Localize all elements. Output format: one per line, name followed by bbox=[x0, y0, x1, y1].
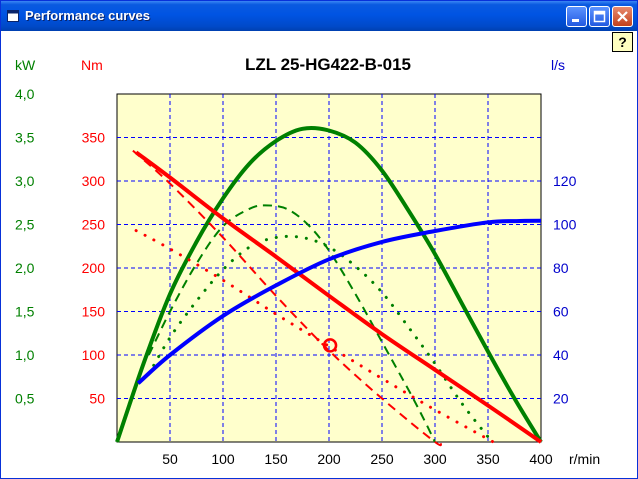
kw-tick-label: 2,0 bbox=[15, 260, 35, 276]
operating-point-marker bbox=[322, 338, 338, 353]
x-tick-label: 150 bbox=[264, 451, 288, 467]
ls-unit-label: l/s bbox=[551, 57, 565, 73]
series-ls-solid bbox=[136, 218, 542, 385]
maximize-button[interactable] bbox=[589, 6, 610, 27]
kw-unit-label: kW bbox=[15, 57, 36, 73]
x-axis-label: r/min bbox=[569, 451, 600, 467]
close-icon bbox=[617, 11, 628, 22]
kw-tick-label: 1,5 bbox=[15, 304, 35, 320]
ls-tick-label: 60 bbox=[553, 304, 569, 320]
performance-chart: LZL 25-HG422-B-015 kW Nm l/s r/min 50 100… bbox=[15, 55, 600, 467]
grid bbox=[117, 94, 541, 442]
nm-tick-label: 300 bbox=[82, 173, 106, 189]
series-nm-dashed bbox=[132, 149, 442, 447]
ls-tick-label: 20 bbox=[553, 391, 569, 407]
kw-tick-label: 4,0 bbox=[15, 86, 35, 102]
x-tick-label: 250 bbox=[370, 451, 394, 467]
title-bar[interactable]: Performance curves bbox=[1, 1, 637, 31]
kw-tick-label: 1,0 bbox=[15, 347, 35, 363]
marker-group bbox=[322, 338, 338, 353]
nm-tick-label: 200 bbox=[82, 260, 106, 276]
x-tick-label: 50 bbox=[162, 451, 178, 467]
kw-tick-label: 0,5 bbox=[15, 391, 35, 407]
minimize-button[interactable] bbox=[566, 6, 587, 27]
nm-tick-label: 50 bbox=[89, 391, 105, 407]
series-group bbox=[115, 125, 543, 447]
kw-tick-label: 3,5 bbox=[15, 130, 35, 146]
nm-tick-label: 350 bbox=[82, 130, 106, 146]
series-kw-dashed bbox=[147, 204, 436, 443]
kw-tick-label: 3,0 bbox=[15, 173, 35, 189]
chart-title: LZL 25-HG422-B-015 bbox=[245, 55, 411, 74]
minimize-icon bbox=[572, 19, 579, 22]
series-nm-solid bbox=[134, 150, 543, 444]
close-button[interactable] bbox=[612, 6, 633, 27]
x-tick-label: 300 bbox=[423, 451, 447, 467]
nm-tick-label: 150 bbox=[82, 304, 106, 320]
x-tick-label: 400 bbox=[529, 451, 553, 467]
axis-ticks: 50 100 150 200 250 300 350 400 0,5 1,0 1,5 2,0 2,5 3,… bbox=[15, 86, 577, 467]
x-tick-label: 350 bbox=[476, 451, 500, 467]
help-button[interactable]: ? bbox=[612, 32, 633, 52]
x-tick-label: 100 bbox=[211, 451, 235, 467]
ls-tick-label: 40 bbox=[553, 347, 569, 363]
app-icon bbox=[7, 10, 19, 22]
kw-tick-label: 2,5 bbox=[15, 217, 35, 233]
ls-tick-label: 100 bbox=[553, 217, 577, 233]
series-kw-solid bbox=[115, 125, 543, 444]
series-kw-dotted bbox=[147, 234, 495, 444]
ls-tick-label: 80 bbox=[553, 260, 569, 276]
window-title: Performance curves bbox=[25, 8, 151, 23]
nm-tick-label: 100 bbox=[82, 347, 106, 363]
nm-unit-label: Nm bbox=[81, 57, 103, 73]
nm-tick-label: 250 bbox=[82, 217, 106, 233]
maximize-icon bbox=[593, 10, 606, 23]
ls-tick-label: 120 bbox=[553, 173, 577, 189]
x-tick-label: 200 bbox=[317, 451, 341, 467]
help-icon: ? bbox=[618, 34, 627, 50]
